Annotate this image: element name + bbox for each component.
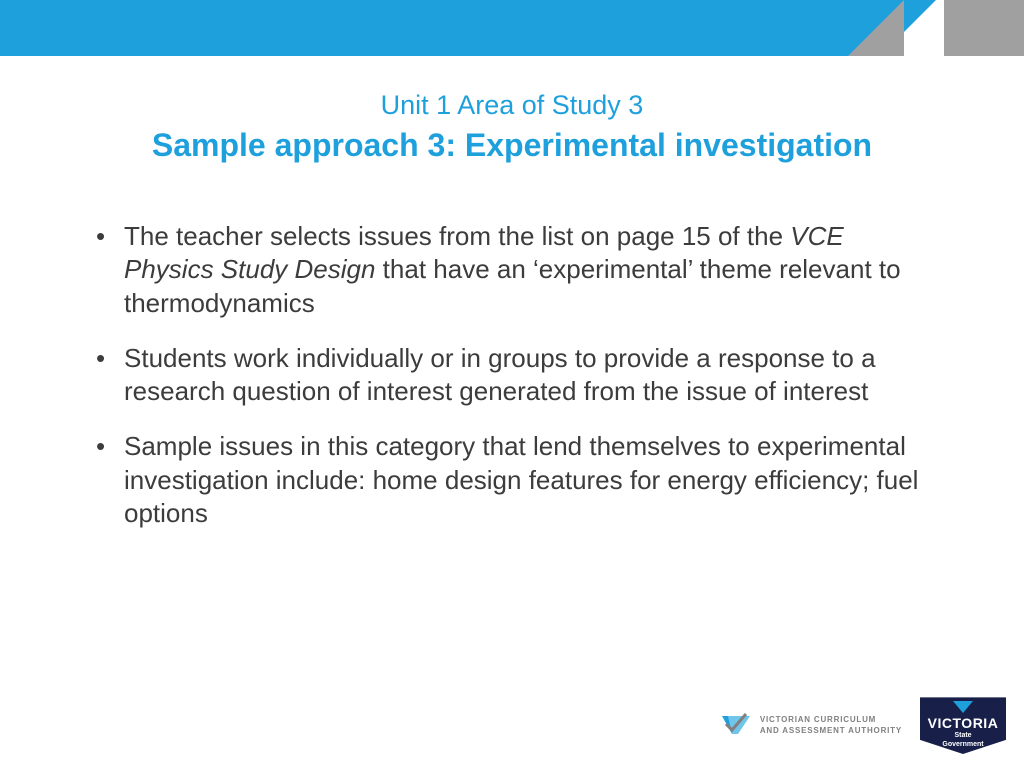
vcaa-line2: AND ASSESSMENT AUTHORITY — [760, 726, 902, 736]
vcaa-check-icon — [708, 712, 750, 740]
top-banner — [0, 0, 1024, 56]
slide-title: Sample approach 3: Experimental investig… — [0, 127, 1024, 164]
vic-logo-sub1: State — [954, 732, 971, 739]
banner-gray-shape — [904, 0, 1024, 56]
banner-blue-shape — [0, 0, 880, 56]
vic-logo-sub2: Government — [942, 741, 983, 748]
slide-subtitle: Unit 1 Area of Study 3 — [0, 90, 1024, 121]
title-block: Unit 1 Area of Study 3 Sample approach 3… — [0, 90, 1024, 164]
bullet-text-pre: Sample issues in this category that lend… — [124, 431, 918, 528]
body-content: The teacher selects issues from the list… — [90, 220, 940, 552]
banner-gray-fill — [944, 0, 1024, 56]
vcaa-logo: VICTORIAN CURRICULUM AND ASSESSMENT AUTH… — [708, 712, 902, 740]
bullet-item: The teacher selects issues from the list… — [90, 220, 940, 320]
bullet-list: The teacher selects issues from the list… — [90, 220, 940, 530]
bullet-text-pre: The teacher selects issues from the list… — [124, 221, 790, 251]
vcaa-text: VICTORIAN CURRICULUM AND ASSESSMENT AUTH… — [760, 715, 902, 736]
victoria-triangle-icon — [953, 701, 973, 713]
vic-logo-title: VICTORIA — [928, 715, 999, 731]
victoria-gov-logo: VICTORIA State Government — [920, 697, 1006, 754]
bullet-item: Sample issues in this category that lend… — [90, 430, 940, 530]
bullet-text-pre: Students work individually or in groups … — [124, 343, 876, 406]
slide: Unit 1 Area of Study 3 Sample approach 3… — [0, 0, 1024, 768]
footer: VICTORIAN CURRICULUM AND ASSESSMENT AUTH… — [708, 697, 1006, 754]
bullet-item: Students work individually or in groups … — [90, 342, 940, 409]
vcaa-line1: VICTORIAN CURRICULUM — [760, 715, 902, 725]
